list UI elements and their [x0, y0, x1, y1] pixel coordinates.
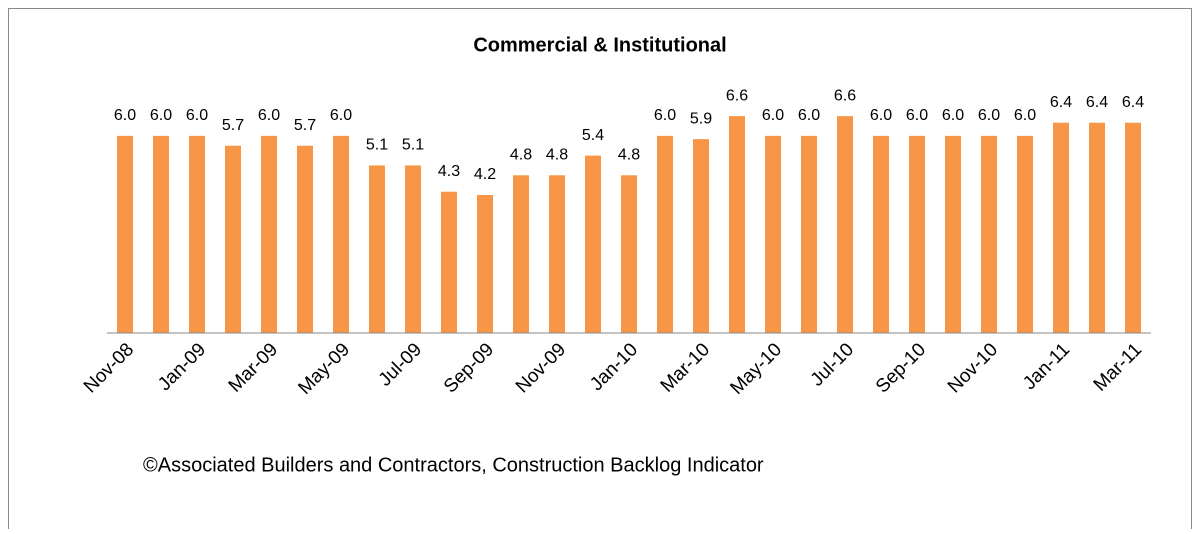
bar — [729, 116, 745, 334]
data-label: 6.6 — [726, 87, 748, 104]
data-label: 4.3 — [438, 163, 460, 180]
data-label: 4.2 — [474, 166, 496, 183]
data-label: 4.8 — [618, 147, 640, 164]
bar — [477, 195, 493, 333]
data-label: 4.8 — [546, 147, 568, 164]
bar — [513, 175, 529, 333]
bar — [621, 175, 637, 333]
bar — [873, 135, 889, 333]
bar — [981, 135, 997, 333]
bar — [225, 145, 241, 333]
bar — [1017, 135, 1033, 333]
data-label: 5.7 — [222, 117, 244, 134]
bar — [765, 135, 781, 333]
chart-title: Commercial & Institutional — [473, 34, 726, 56]
bar — [945, 135, 961, 333]
data-label: 5.7 — [294, 117, 316, 134]
bar — [1125, 122, 1141, 333]
data-label: 6.0 — [762, 107, 784, 124]
data-label: 6.0 — [114, 107, 136, 124]
data-label: 5.1 — [402, 137, 424, 154]
bar — [189, 135, 205, 333]
bar — [333, 135, 349, 333]
data-label: 4.8 — [510, 147, 532, 164]
data-label: 6.0 — [186, 107, 208, 124]
bar — [837, 116, 853, 334]
bar — [585, 155, 601, 333]
bar — [693, 139, 709, 333]
data-label: 6.0 — [258, 107, 280, 124]
bar — [297, 145, 313, 333]
data-label: 6.0 — [150, 107, 172, 124]
data-label: 6.0 — [978, 107, 1000, 124]
data-label: 6.4 — [1050, 94, 1072, 111]
data-label: 5.1 — [366, 137, 388, 154]
data-label: 5.4 — [582, 127, 604, 144]
data-label: 6.4 — [1086, 94, 1108, 111]
bar — [153, 135, 169, 333]
data-label: 5.9 — [690, 110, 712, 127]
bar — [657, 135, 673, 333]
bar — [261, 135, 277, 333]
data-label: 6.0 — [906, 107, 928, 124]
bar — [801, 135, 817, 333]
data-label: 6.0 — [330, 107, 352, 124]
data-label: 6.0 — [654, 107, 676, 124]
bar — [117, 135, 133, 333]
data-label: 6.6 — [834, 87, 856, 104]
bar — [909, 135, 925, 333]
data-label: 6.0 — [798, 107, 820, 124]
bar — [1089, 122, 1105, 333]
bar — [369, 165, 385, 333]
bar — [405, 165, 421, 333]
data-label: 6.0 — [870, 107, 892, 124]
bar — [1053, 122, 1069, 333]
data-label: 6.0 — [1014, 107, 1036, 124]
data-label: 6.4 — [1122, 94, 1144, 111]
bar — [549, 175, 565, 333]
data-label: 6.0 — [942, 107, 964, 124]
bar — [441, 191, 457, 333]
footnote: ©Associated Builders and Contractors, Co… — [143, 454, 764, 476]
